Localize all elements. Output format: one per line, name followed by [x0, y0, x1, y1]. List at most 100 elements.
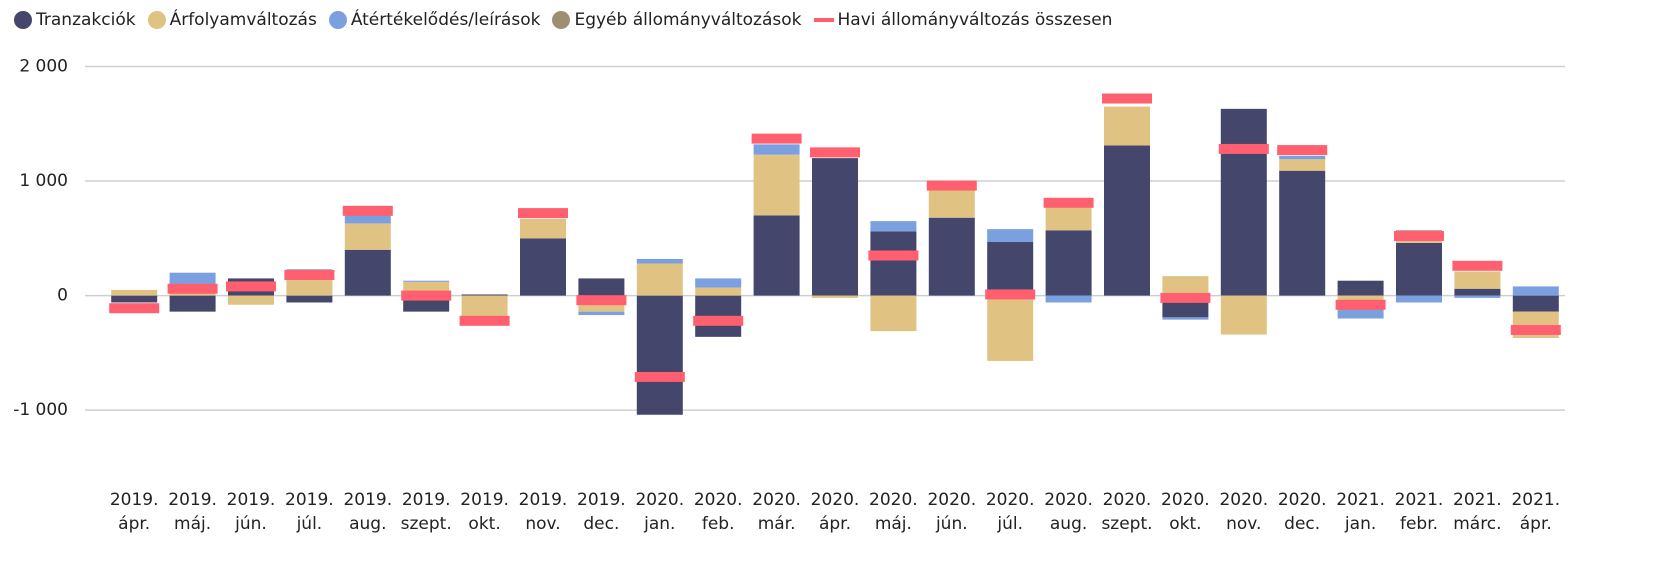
x-tick-label: 2019. ápr. [109, 490, 159, 534]
x-tick-label: 2020. már. [752, 490, 801, 534]
legend-item: Átértékelődés/leírások [328, 10, 541, 30]
x-tick-label: 2020. jan. [635, 490, 685, 534]
total-marker [226, 281, 276, 292]
bar-segment [1337, 280, 1384, 296]
bar-segment [812, 158, 858, 296]
bar-segment [1162, 317, 1209, 320]
legend-label: Egyéb állományváltozások [574, 10, 802, 30]
legend-item: Árfolyamváltozás [147, 10, 317, 30]
total-marker [342, 205, 393, 216]
bar-segment [461, 295, 508, 319]
x-tick-label: 2021. febr. [1394, 490, 1444, 534]
total-marker [459, 315, 510, 326]
x-tick-label: 2020. jún. [927, 490, 977, 534]
x-tick-label: 2020. szept. [1101, 490, 1153, 534]
total-marker [167, 283, 218, 294]
bar-segment [344, 215, 391, 224]
bar-segment [753, 215, 800, 296]
x-tick-label: 2019. júl. [285, 490, 334, 534]
bar-segment [695, 287, 742, 296]
bar-segment [812, 295, 858, 298]
bar-segment [286, 295, 333, 303]
y-tick-label: 1 000 [19, 171, 68, 191]
legend: Tranzakciók Árfolyamváltozás Átértékelődés… [14, 10, 1112, 30]
bar-segment [1337, 309, 1384, 319]
legend-label: Átértékelődés/leírások [350, 10, 541, 30]
x-tick-label: 2020. ápr. [810, 490, 860, 534]
bar-segment [1220, 108, 1267, 296]
bar-segment [578, 311, 625, 316]
x-tick-label: 2020. okt. [1161, 490, 1210, 534]
bar-segment [987, 295, 1034, 361]
x-tick-label: 2019. aug. [343, 490, 393, 534]
bar-segment [636, 258, 683, 264]
total-marker [576, 295, 627, 306]
total-marker [401, 290, 452, 301]
bar-segment [1162, 276, 1209, 296]
x-tick-label: 2019. máj. [168, 490, 217, 534]
x-tick-label: 2019. szept. [400, 490, 452, 534]
x-tick-label: 2021. jan. [1336, 490, 1385, 534]
total-marker [926, 180, 977, 191]
total-marker [868, 250, 919, 261]
x-tick-label: 2019. nov. [518, 490, 568, 534]
bar-segment [228, 295, 274, 305]
bar-segment [753, 144, 800, 155]
total-marker [1218, 143, 1269, 154]
legend-swatch [328, 11, 347, 29]
x-tick-label: 2019. jún. [226, 490, 276, 534]
bar-segment [344, 223, 391, 250]
bar-segment [578, 278, 625, 296]
bar-segment [1512, 286, 1559, 296]
total-marker [985, 289, 1036, 300]
bar-segment [870, 295, 917, 332]
bar-segment [1104, 145, 1150, 296]
bar-segment [928, 190, 975, 218]
bar-segment [403, 280, 450, 282]
x-tick-label: 2020. máj. [869, 490, 918, 534]
bar-segment [870, 221, 917, 232]
y-tick-label: 0 [57, 286, 68, 306]
legend-item: Havi állományváltozás összesen [813, 10, 1113, 30]
total-marker [1510, 324, 1561, 335]
legend-label: Havi állományváltozás összesen [837, 10, 1113, 30]
bar-segment [1220, 295, 1267, 335]
bar-segment [1454, 271, 1501, 289]
legend-swatch [147, 11, 166, 29]
bar-segment [169, 272, 216, 285]
total-marker [693, 315, 744, 326]
y-tick-label: 2 000 [19, 56, 68, 76]
bar-segment [695, 278, 742, 288]
total-marker [518, 208, 568, 219]
legend-item: Tranzakciók [14, 10, 136, 30]
bar-segment [636, 263, 683, 296]
bar-segment [1279, 159, 1326, 171]
bar-segment [987, 229, 1034, 242]
legend-swatch [14, 11, 32, 29]
bar-segment [1279, 155, 1326, 160]
total-marker [810, 147, 860, 158]
bar-segment [111, 295, 158, 303]
x-tick-label: 2021. márc. [1453, 490, 1502, 534]
bar-segment [520, 218, 566, 239]
bar-segment [169, 295, 216, 312]
total-marker [284, 269, 335, 280]
total-marker [1335, 299, 1386, 310]
x-tick-label: 2020. nov. [1219, 490, 1269, 534]
total-marker [1102, 93, 1152, 104]
x-tick-label: 2020. aug. [1044, 490, 1093, 534]
total-marker [1277, 145, 1328, 156]
bar-segment [1396, 295, 1442, 303]
bar-segment [1045, 230, 1092, 296]
bar-segment [1045, 295, 1092, 303]
bar-segment [753, 154, 800, 216]
total-marker [1160, 292, 1211, 303]
legend-swatch [552, 11, 571, 29]
bar-segment [1512, 295, 1559, 312]
bar-segment [1279, 170, 1326, 296]
total-marker [1452, 260, 1503, 271]
bar-segment [870, 231, 917, 296]
legend-item: Egyéb állományváltozások [552, 10, 802, 30]
